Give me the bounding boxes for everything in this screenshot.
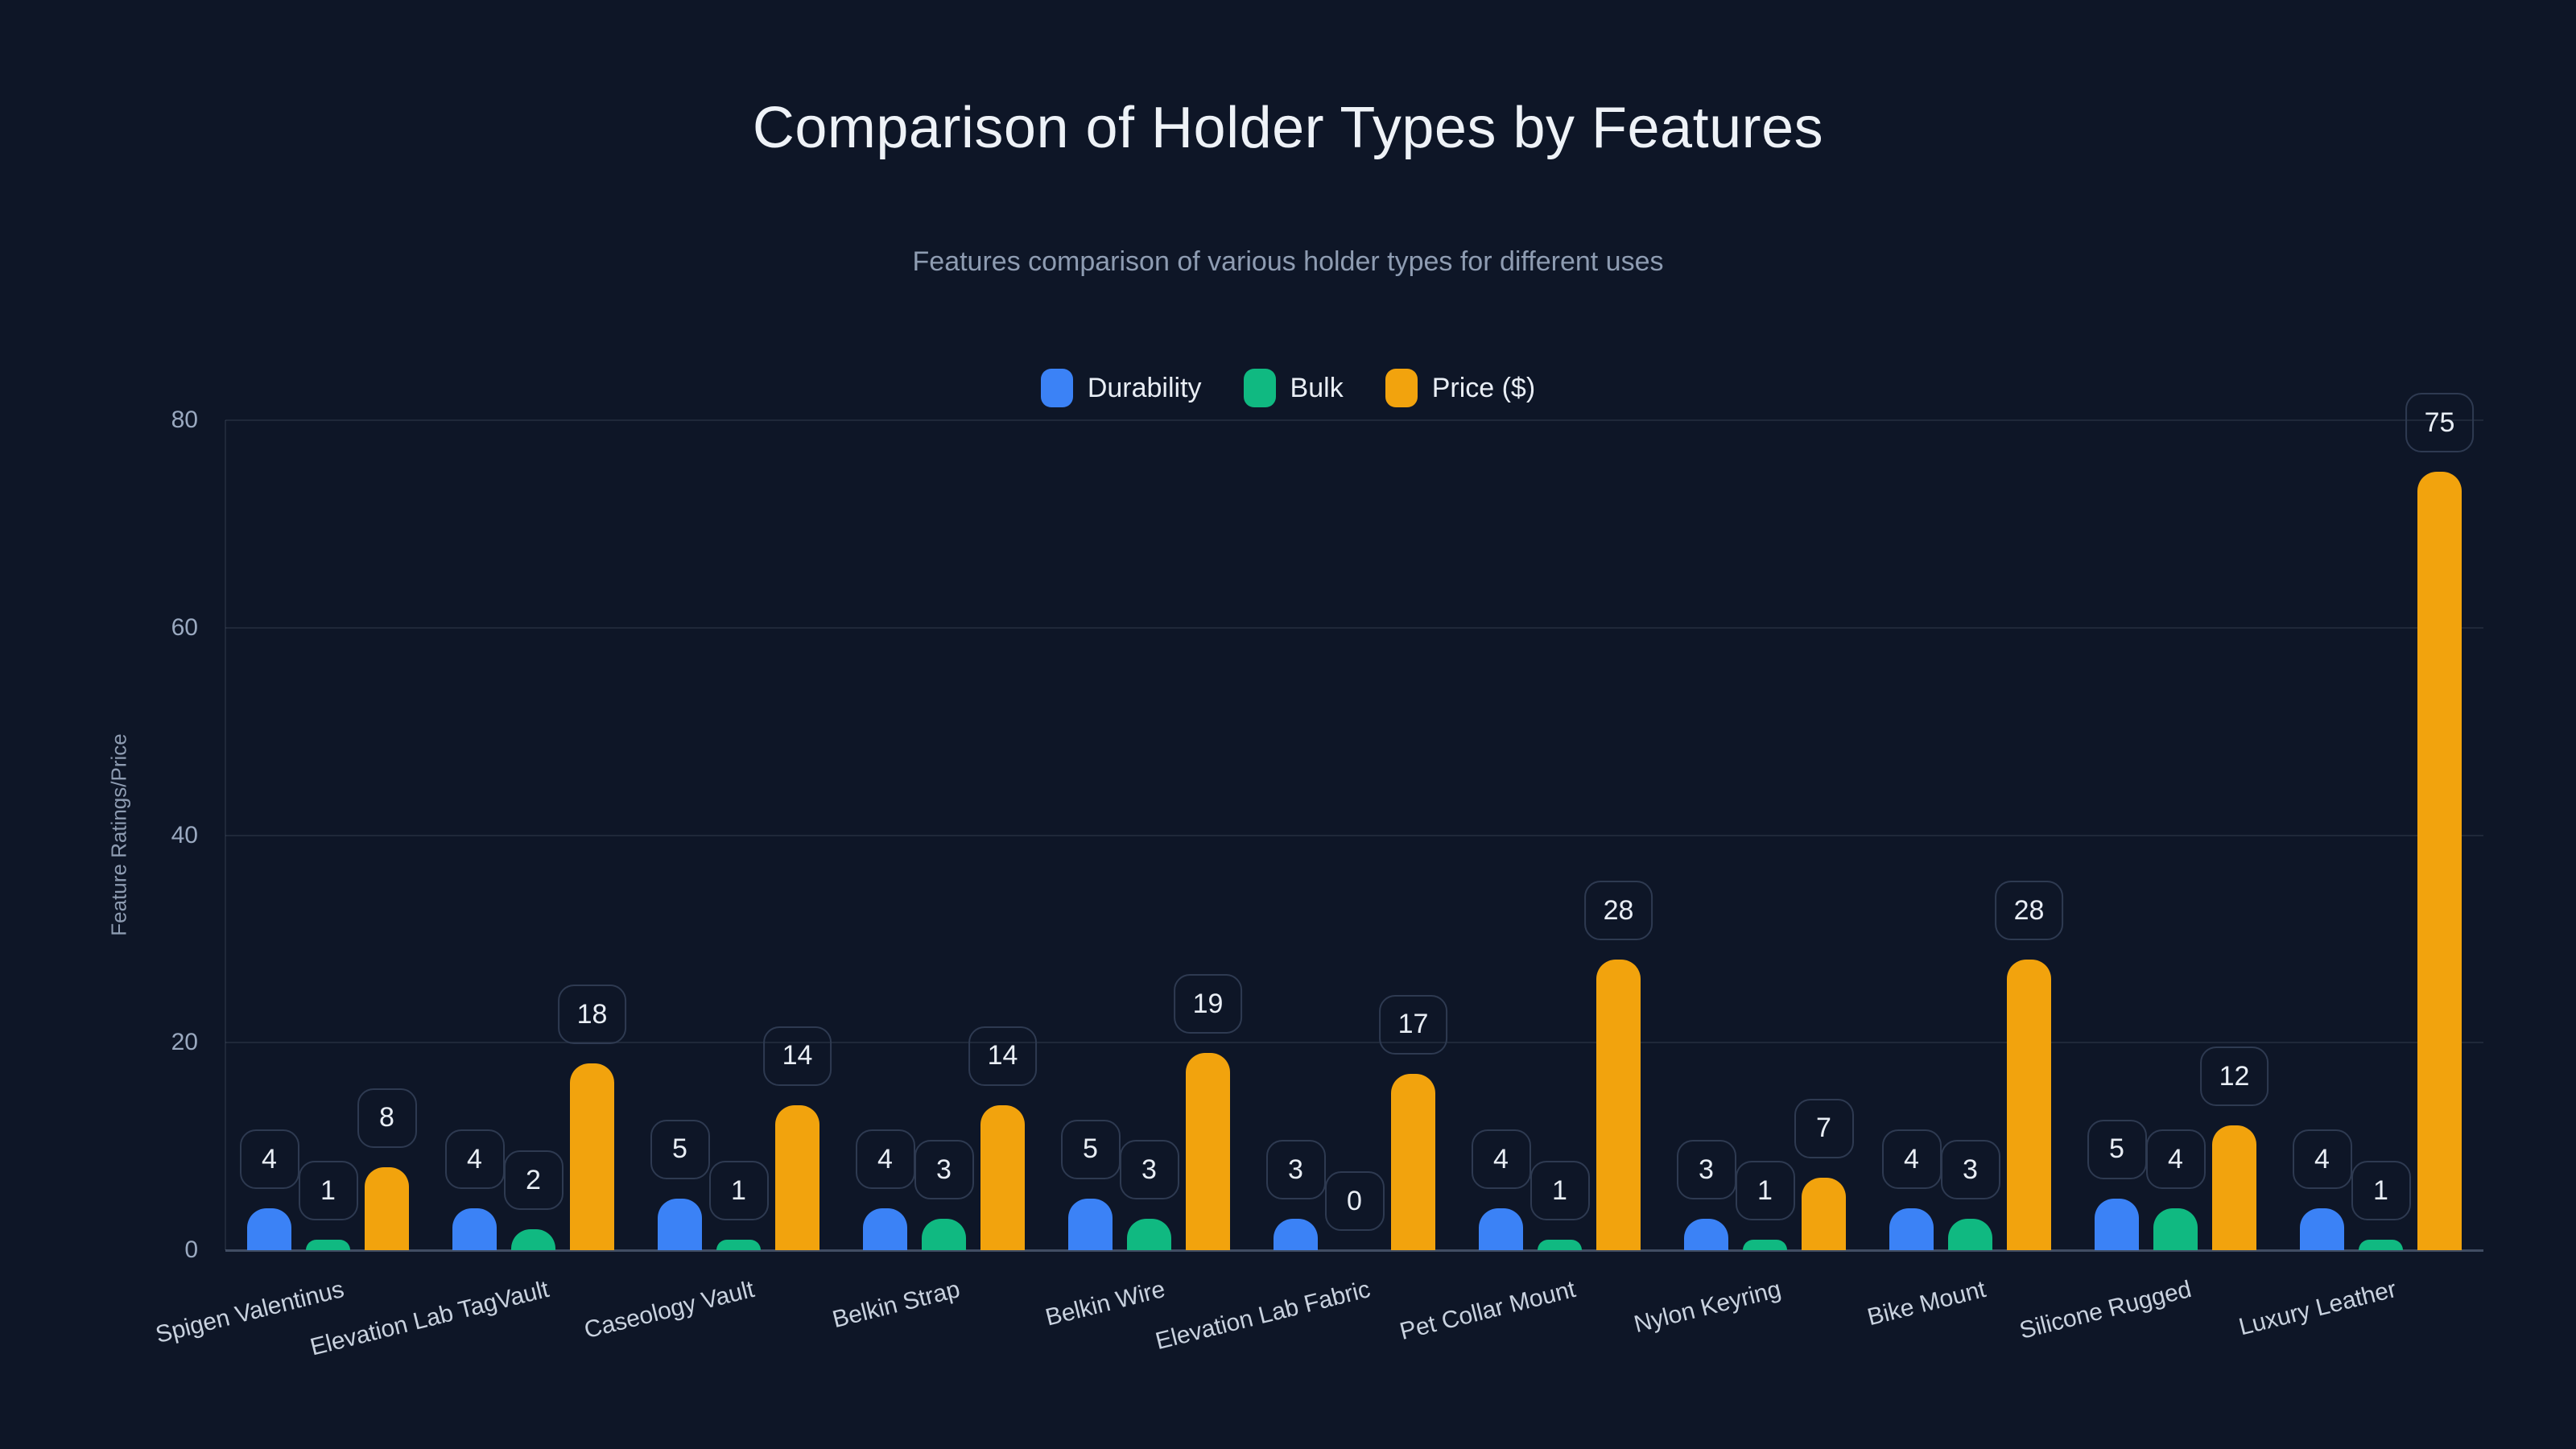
y-tick-label: 0 [184,1236,198,1263]
value-label: 1 [708,1161,769,1221]
y-axis-line [225,420,226,1250]
legend-item-price[interactable]: Price ($) [1385,369,1535,407]
value-label: 5 [2087,1119,2147,1179]
x-tick-label-text: Luxury Leather [2236,1276,2400,1341]
bar-durability[interactable] [1889,1208,1934,1250]
y-tick-label: 20 [171,1029,198,1056]
value-label: 14 [762,1026,832,1086]
value-label: 5 [650,1119,710,1179]
bar-price[interactable] [570,1063,614,1250]
legend: Durability Bulk Price ($) [0,369,2576,407]
bar-price[interactable] [1596,960,1641,1250]
legend-item-durability[interactable]: Durability [1040,369,1202,407]
x-axis-line [225,1249,2483,1252]
bar-bulk[interactable] [716,1240,761,1250]
chart-title: Comparison of Holder Types by Features [752,96,1824,160]
bar-durability[interactable] [1274,1219,1318,1250]
bar-durability[interactable] [1684,1219,1728,1250]
bar-price[interactable] [365,1166,409,1250]
value-label: 1 [1530,1161,1590,1221]
bar-bulk[interactable] [2153,1208,2198,1250]
bar-price[interactable] [1391,1073,1435,1250]
y-tick-label: 60 [171,613,198,641]
value-label: 2 [503,1150,564,1211]
legend-label: Price ($) [1431,372,1536,403]
x-tick-label-text: Silicone Rugged [2017,1276,2194,1344]
value-label: 18 [557,985,627,1045]
bar-durability[interactable] [2095,1198,2139,1250]
value-label: 1 [298,1161,358,1221]
x-tick-label-text: Bike Mount [1864,1276,1989,1331]
value-label: 28 [1583,881,1653,941]
value-label: 3 [1265,1140,1326,1200]
bar-bulk[interactable] [1127,1219,1171,1250]
x-tick-label-text: Belkin Strap [829,1276,963,1334]
bar-price[interactable] [1802,1177,1846,1250]
value-label: 4 [444,1129,505,1190]
value-label: 5 [1060,1119,1121,1179]
bar-durability[interactable] [247,1208,291,1250]
value-label: 4 [1471,1129,1531,1190]
bar-bulk[interactable] [1948,1219,1992,1250]
y-tick-label: 40 [171,821,198,848]
value-label: 7 [1794,1098,1854,1158]
value-label: 8 [357,1088,417,1148]
value-label: 19 [1173,974,1243,1034]
value-label: 12 [2199,1046,2269,1107]
gridline [225,834,2483,836]
value-label: 17 [1378,994,1448,1055]
value-label: 4 [2145,1129,2206,1190]
bar-price[interactable] [775,1104,819,1250]
bar-durability[interactable] [863,1208,907,1250]
value-label: 4 [855,1129,915,1190]
legend-swatch-icon [1243,369,1276,407]
legend-swatch-icon [1385,369,1418,407]
value-label: 3 [1940,1140,2000,1200]
x-tick-label-text: Belkin Wire [1042,1276,1168,1331]
bar-price[interactable] [2007,960,2051,1250]
x-tick-label-text: Nylon Keyring [1631,1276,1784,1339]
bar-durability[interactable] [452,1208,497,1250]
bar-bulk[interactable] [511,1229,555,1250]
value-label: 3 [1676,1140,1736,1200]
value-label: 4 [1881,1129,1942,1190]
bar-bulk[interactable] [922,1219,966,1250]
legend-label: Durability [1087,372,1202,403]
bar-price[interactable] [2417,472,2462,1250]
value-label: 14 [968,1026,1038,1086]
x-tick-label-text: Caseology Vault [581,1276,758,1344]
value-label: 1 [1735,1161,1795,1221]
bar-price[interactable] [1186,1053,1230,1250]
value-label: 75 [2405,393,2475,453]
bar-bulk[interactable] [1538,1240,1582,1250]
value-label: 28 [1994,881,2064,941]
bar-durability[interactable] [2300,1208,2344,1250]
gridline [225,419,2483,421]
value-label: 3 [914,1140,974,1200]
bar-durability[interactable] [1479,1208,1523,1250]
bar-bulk[interactable] [2359,1240,2403,1250]
value-label: 4 [2292,1129,2352,1190]
value-label: 4 [239,1129,299,1190]
legend-item-bulk[interactable]: Bulk [1243,369,1344,407]
bar-bulk[interactable] [306,1240,350,1250]
value-label: 0 [1324,1171,1385,1231]
bar-price[interactable] [980,1104,1025,1250]
x-tick-label-text: Elevation Lab TagVault [308,1276,552,1361]
chart-subtitle: Features comparison of various holder ty… [912,246,1664,277]
x-tick-label-text: Pet Collar Mount [1397,1276,1579,1346]
x-tick-label-text: Elevation Lab Fabric [1153,1276,1373,1356]
gridline [225,626,2483,629]
bar-durability[interactable] [1068,1198,1113,1250]
legend-swatch-icon [1040,369,1073,407]
bar-price[interactable] [2212,1125,2256,1250]
value-label: 3 [1119,1140,1179,1200]
bar-durability[interactable] [658,1198,702,1250]
y-tick-label: 80 [171,407,198,433]
value-label: 1 [2351,1161,2411,1221]
gridline [225,1042,2483,1044]
bar-bulk[interactable] [1743,1240,1787,1250]
legend-label: Bulk [1290,372,1344,403]
